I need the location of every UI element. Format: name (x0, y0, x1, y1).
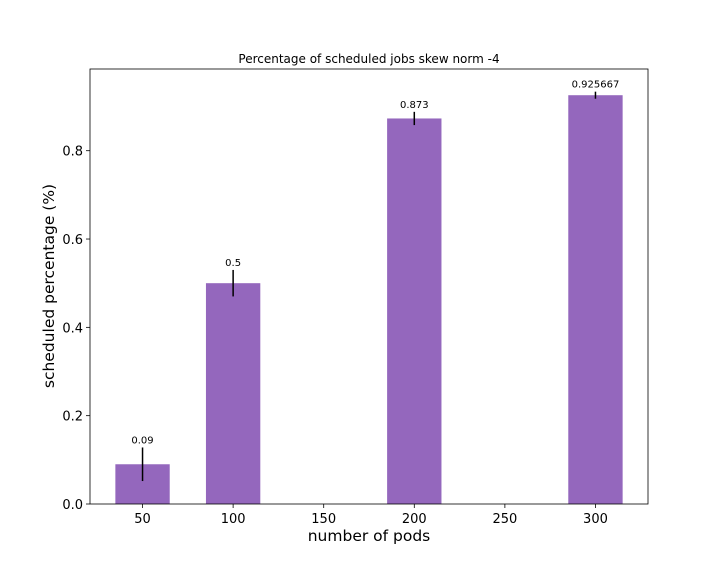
x-tick-label: 50 (134, 512, 151, 527)
x-tick-label: 150 (311, 512, 336, 527)
y-tick-label: 0.6 (62, 233, 83, 248)
error-bars-group (141, 91, 597, 482)
y-tick-label: 0.4 (62, 321, 83, 336)
x-ticks-group: 50 100 150 200 250 300 (134, 504, 608, 527)
x-axis-label: number of pods (308, 527, 431, 545)
value-label-100: 0.5 (225, 258, 241, 269)
bar-100 (205, 283, 261, 504)
plot-frame (89, 68, 649, 505)
y-ticks-group: 0.0 0.2 0.4 0.6 0.8 (62, 145, 90, 513)
x-tick-label: 250 (492, 512, 517, 527)
y-axis-label: scheduled percentage (%) (40, 184, 58, 388)
value-label-200: 0.873 (400, 100, 429, 111)
value-label-50: 0.09 (131, 435, 153, 446)
y-tick-label: 0.0 (62, 498, 83, 513)
x-tick-label: 100 (221, 512, 246, 527)
bars-group (115, 95, 623, 505)
value-label-300: 0.925667 (572, 80, 620, 91)
bar-300 (568, 95, 623, 505)
x-tick-label: 200 (402, 512, 427, 527)
x-tick-label: 300 (583, 512, 608, 527)
bar-200 (387, 118, 442, 505)
value-labels-group: 0.09 0.5 0.873 0.925667 (131, 80, 619, 447)
chart-title: Percentage of scheduled jobs skew norm -… (238, 52, 499, 66)
y-tick-label: 0.8 (62, 145, 83, 160)
y-tick-label: 0.2 (62, 410, 83, 425)
